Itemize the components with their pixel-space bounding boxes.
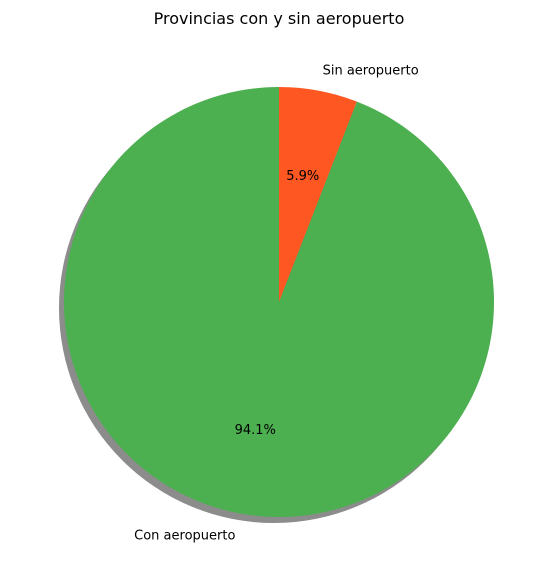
slice-percent-label: 5.9% <box>286 169 319 184</box>
pie-slices <box>64 87 494 517</box>
chart-title: Provincias con y sin aeropuerto <box>154 9 405 28</box>
slice-category-label: Sin aeropuerto <box>323 64 419 79</box>
slice-percent-label: 94.1% <box>235 423 276 438</box>
pie-slice <box>64 87 494 517</box>
slice-category-label: Con aeropuerto <box>134 528 235 543</box>
